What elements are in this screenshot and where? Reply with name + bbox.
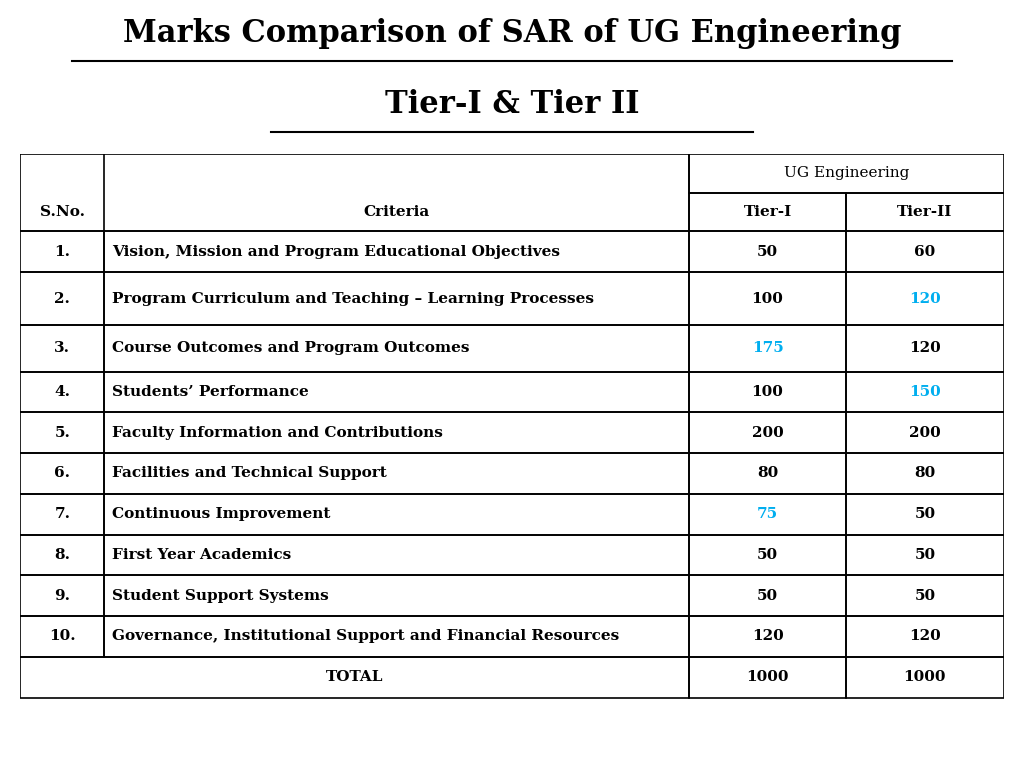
Bar	[846, 372, 1004, 412]
Bar	[689, 616, 846, 657]
Bar	[104, 453, 689, 494]
Bar	[20, 412, 104, 453]
Text: 120: 120	[909, 341, 941, 356]
Bar	[689, 494, 846, 535]
Text: Facilities and Technical Support: Facilities and Technical Support	[112, 466, 387, 481]
Bar	[846, 272, 1004, 325]
Bar	[104, 616, 689, 657]
Bar	[20, 494, 104, 535]
Bar	[846, 412, 1004, 453]
Text: Tier-I: Tier-I	[743, 205, 792, 219]
Text: 50: 50	[757, 548, 778, 562]
Bar	[20, 372, 104, 412]
Text: 1000: 1000	[746, 670, 788, 684]
Bar	[689, 372, 846, 412]
Bar	[104, 372, 689, 412]
Bar	[846, 453, 1004, 494]
Bar	[689, 231, 846, 272]
Text: S.No.: S.No.	[40, 205, 85, 219]
Bar	[20, 575, 104, 616]
Bar	[846, 535, 1004, 575]
Text: 50: 50	[914, 507, 936, 521]
Bar	[20, 231, 104, 272]
Bar	[689, 154, 1004, 193]
Bar	[20, 272, 104, 325]
Bar	[104, 272, 689, 325]
Bar	[20, 657, 689, 697]
Text: 50: 50	[914, 589, 936, 603]
Text: 1000: 1000	[903, 670, 946, 684]
Bar	[689, 657, 846, 697]
Text: 200: 200	[752, 425, 783, 440]
Text: 80: 80	[914, 466, 936, 481]
Bar	[846, 193, 1004, 231]
Text: Criteria: Criteria	[364, 205, 430, 219]
Bar	[20, 535, 104, 575]
Text: 7.: 7.	[54, 507, 71, 521]
Text: 50: 50	[914, 548, 936, 562]
Text: 150: 150	[909, 385, 941, 399]
Text: Program Curriculum and Teaching – Learning Processes: Program Curriculum and Teaching – Learni…	[112, 292, 594, 306]
Text: Governance, Institutional Support and Financial Resources: Governance, Institutional Support and Fi…	[112, 630, 620, 644]
Bar	[104, 575, 689, 616]
Bar	[104, 412, 689, 453]
Text: 100: 100	[752, 292, 783, 306]
Text: 120: 120	[909, 630, 941, 644]
Text: Faculty Information and Contributions: Faculty Information and Contributions	[112, 425, 442, 440]
Text: 50: 50	[757, 245, 778, 259]
Text: 80: 80	[757, 466, 778, 481]
Bar	[846, 616, 1004, 657]
Bar	[689, 575, 846, 616]
Bar	[20, 154, 689, 231]
Text: UG Engineering: UG Engineering	[783, 166, 909, 180]
Bar	[20, 453, 104, 494]
Text: Continuous Improvement: Continuous Improvement	[112, 507, 331, 521]
Bar	[689, 193, 846, 231]
Bar	[846, 494, 1004, 535]
Text: 4.: 4.	[54, 385, 71, 399]
Bar	[20, 616, 104, 657]
Text: 6.: 6.	[54, 466, 71, 481]
Text: 75: 75	[757, 507, 778, 521]
Text: Course Outcomes and Program Outcomes: Course Outcomes and Program Outcomes	[112, 341, 469, 356]
Text: 120: 120	[909, 292, 941, 306]
Bar	[689, 412, 846, 453]
Text: Marks Comparison of SAR of UG Engineering: Marks Comparison of SAR of UG Engineerin…	[123, 18, 901, 49]
Text: 5.: 5.	[54, 425, 71, 440]
Text: 1.: 1.	[54, 245, 71, 259]
Bar	[20, 325, 104, 372]
Bar	[689, 272, 846, 325]
Text: 2.: 2.	[54, 292, 71, 306]
Bar	[689, 453, 846, 494]
Bar	[104, 231, 689, 272]
Text: 10.: 10.	[49, 630, 76, 644]
Text: 60: 60	[914, 245, 936, 259]
Text: 175: 175	[752, 341, 783, 356]
Bar	[846, 575, 1004, 616]
Text: 9.: 9.	[54, 589, 71, 603]
Bar	[104, 535, 689, 575]
Bar	[846, 657, 1004, 697]
Text: 8.: 8.	[54, 548, 71, 562]
Text: Students’ Performance: Students’ Performance	[112, 385, 308, 399]
Text: 3.: 3.	[54, 341, 71, 356]
Text: First Year Academics: First Year Academics	[112, 548, 291, 562]
Text: 200: 200	[909, 425, 941, 440]
Text: Tier-II: Tier-II	[897, 205, 952, 219]
Text: Tier-I & Tier II: Tier-I & Tier II	[385, 89, 639, 120]
Bar	[104, 494, 689, 535]
Text: 50: 50	[757, 589, 778, 603]
Bar	[689, 535, 846, 575]
Text: Student Support Systems: Student Support Systems	[112, 589, 329, 603]
Text: TOTAL: TOTAL	[326, 670, 383, 684]
Bar	[104, 325, 689, 372]
Text: 120: 120	[752, 630, 783, 644]
Bar	[846, 325, 1004, 372]
Text: 100: 100	[752, 385, 783, 399]
Bar	[689, 325, 846, 372]
Bar	[846, 231, 1004, 272]
Text: Vision, Mission and Program Educational Objectives: Vision, Mission and Program Educational …	[112, 245, 560, 259]
